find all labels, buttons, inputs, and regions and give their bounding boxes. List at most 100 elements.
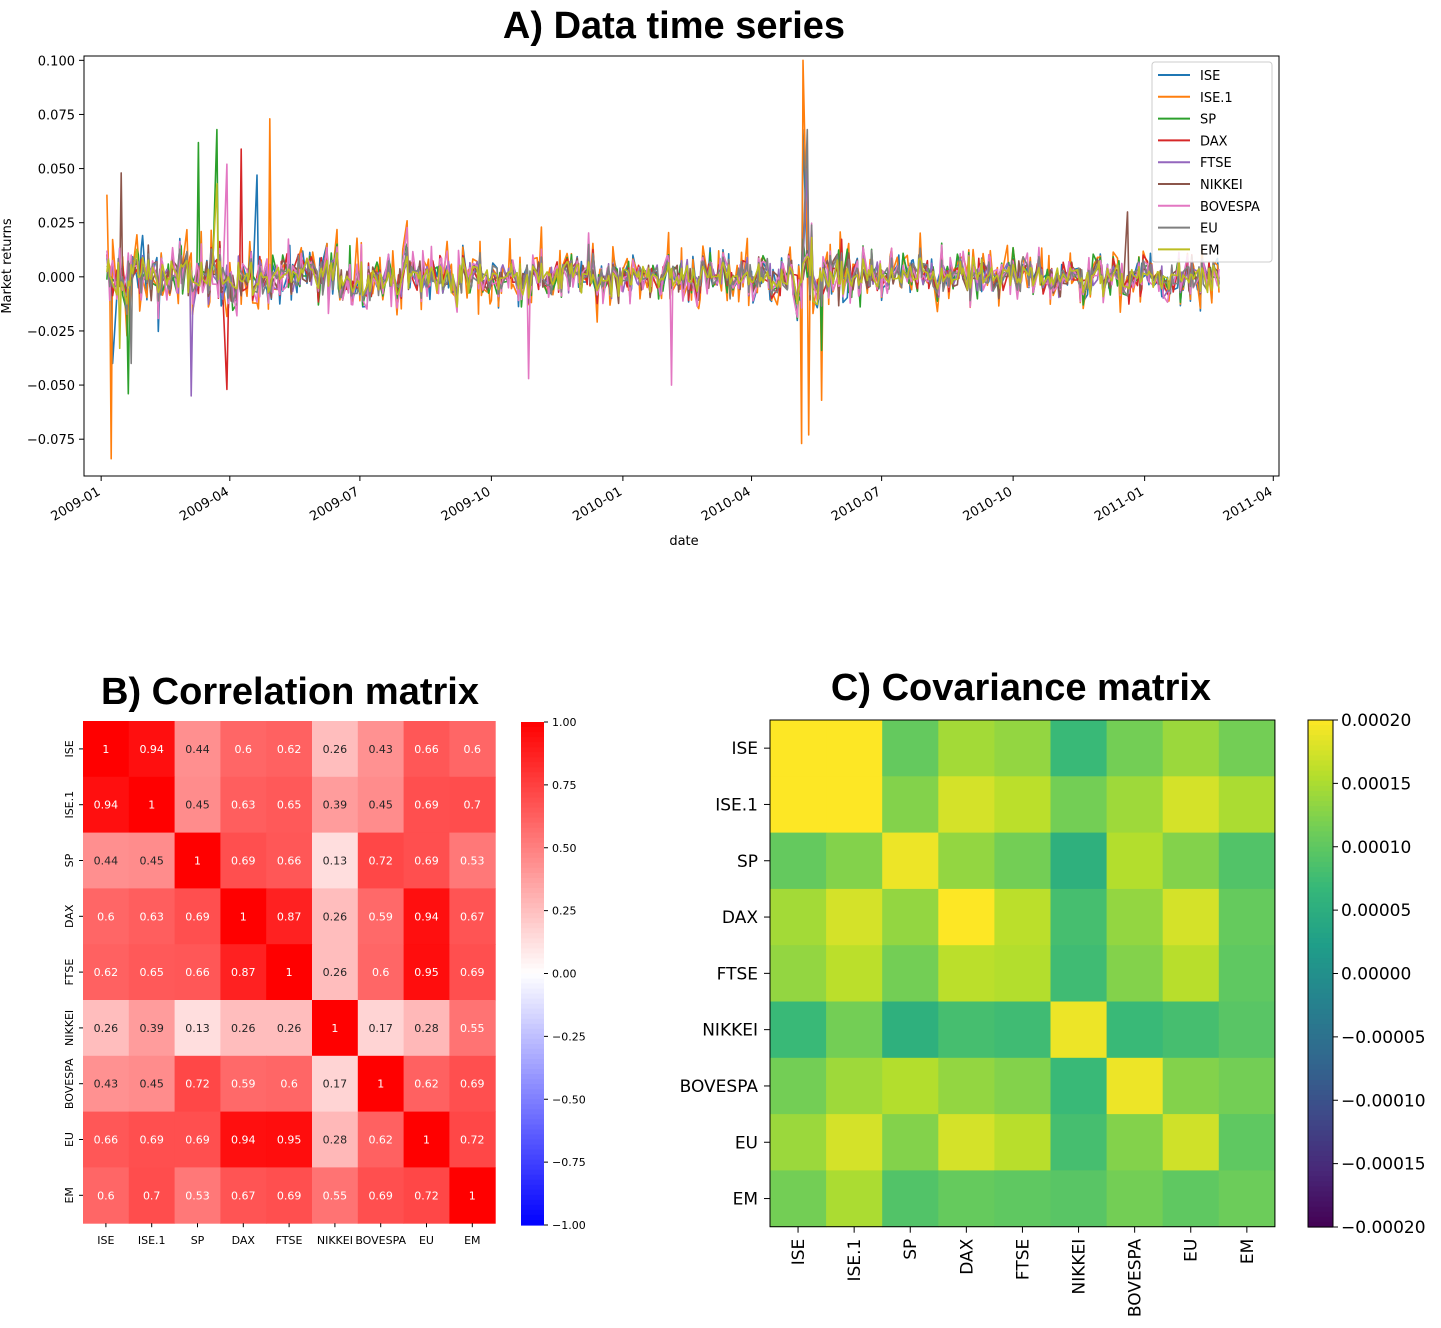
correlation-cell-value: 0.28: [414, 1022, 439, 1035]
covariance-cell: [770, 888, 827, 946]
correlation-cell-value: 0.6: [280, 1078, 298, 1091]
colorbar-segment: [1308, 1064, 1333, 1071]
colorbar-segment: [521, 933, 544, 939]
covariance-title: C) Covariance matrix: [831, 667, 1211, 709]
colorbar-segment: [1308, 1029, 1333, 1035]
colorbar-segment: [1308, 1206, 1333, 1213]
correlation-cell: [128, 944, 176, 1001]
colorbar-segment: [521, 1209, 544, 1216]
colorbar-segment: [1308, 1019, 1333, 1025]
colorbar-segment: [521, 827, 544, 834]
covariance-cell: [770, 1170, 827, 1228]
covariance-cell: [1218, 720, 1276, 777]
colorbar-segment: [521, 727, 544, 733]
correlation-cell: [312, 832, 359, 889]
colorbar-segment: [521, 1064, 544, 1070]
colorbar-segment: [521, 1099, 544, 1105]
colorbar-segment: [1308, 770, 1333, 777]
covariance-y-label: EM: [733, 1190, 758, 1210]
covariance-cell: [994, 1001, 1051, 1059]
covariance-cell: [938, 832, 995, 890]
colorbar-segment: [521, 923, 544, 929]
correlation-y-label: DAX: [63, 904, 76, 928]
correlation-cell: [220, 888, 267, 945]
correlation-cell-value: 0.39: [139, 1022, 164, 1035]
colorbar-tick-label: −0.75: [552, 1156, 586, 1169]
correlation-cell-value: 0.69: [185, 1134, 210, 1147]
correlation-cell: [128, 1055, 176, 1113]
covariance-y-label: FTSE: [717, 964, 758, 984]
colorbar-segment: [1308, 1171, 1333, 1177]
colorbar-tick-label: −0.50: [552, 1093, 586, 1106]
colorbar-segment: [1308, 816, 1333, 822]
colorbar-segment: [521, 852, 544, 859]
correlation-cell: [312, 776, 359, 834]
colorbar-segment: [1308, 755, 1333, 762]
legend-entry: NIKKEI: [1200, 178, 1243, 193]
colorbar-segment: [521, 1013, 544, 1020]
colorbar-segment: [521, 722, 544, 728]
correlation-cell-value: 0.6: [97, 1189, 115, 1202]
covariance-cell: [1106, 1001, 1164, 1059]
colorbar-segment: [1308, 917, 1333, 924]
colorbar-segment: [1308, 775, 1333, 782]
correlation-cell-value: 1: [469, 1189, 476, 1202]
colorbar-segment: [1308, 1186, 1333, 1193]
colorbar-segment: [521, 1028, 544, 1035]
covariance-cell: [1218, 776, 1276, 834]
covariance-cell: [770, 1057, 827, 1115]
colorbar-segment: [1308, 856, 1333, 863]
covariance-cell: [882, 1114, 939, 1171]
correlation-cell: [128, 1167, 176, 1224]
correlation-cell: [266, 1111, 313, 1168]
covariance-y-label: SP: [737, 852, 758, 872]
colorbar-segment: [521, 1154, 544, 1161]
colorbar-segment: [521, 978, 544, 985]
covariance-cell: [1162, 1170, 1220, 1228]
colorbar-segment: [521, 767, 544, 773]
correlation-cell-value: 0.43: [368, 743, 393, 756]
covariance-cell: [882, 1001, 939, 1059]
correlation-cell-value: 0.45: [368, 799, 393, 812]
correlation-cell-value: 0.72: [414, 1189, 439, 1202]
covariance-cell: [938, 1057, 995, 1115]
correlation-cell-value: 0.26: [277, 1022, 302, 1035]
correlation-cell: [174, 1111, 221, 1168]
colorbar-segment: [1308, 932, 1333, 939]
covariance-cell: [994, 720, 1051, 777]
colorbar-segment: [1308, 902, 1333, 909]
colorbar-segment: [521, 1048, 544, 1055]
colorbar-tick-label: 1.00: [552, 716, 577, 729]
time-series-y-axis: 0.100 0.075 0.050 0.025 0.000 −0.025 −0.050 −0.…: [27, 54, 84, 448]
correlation-cell: [449, 888, 496, 945]
correlation-cell: [403, 1167, 450, 1224]
correlation-cell: [220, 721, 267, 778]
colorbar-segment: [521, 943, 544, 949]
correlation-cell: [403, 1111, 450, 1168]
correlation-cell-value: 0.45: [139, 855, 164, 868]
correlation-cell: [357, 776, 405, 834]
colorbar-segment: [521, 747, 544, 753]
colorbar-segment: [1308, 1095, 1333, 1101]
correlation-cell: [449, 1167, 496, 1224]
colorbar-segment: [1308, 861, 1333, 868]
colorbar-segment: [1308, 1211, 1333, 1218]
x-tick-label: 2009-10: [439, 484, 494, 524]
correlation-cell: [403, 832, 450, 889]
y-tick-label: −0.075: [27, 433, 75, 448]
covariance-cell: [1162, 832, 1220, 890]
covariance-cell: [770, 1001, 827, 1059]
covariance-cell: [1218, 1057, 1276, 1115]
colorbar-segment: [1308, 1105, 1333, 1111]
correlation-cell-value: 0.72: [185, 1078, 210, 1091]
covariance-axis-labels: ISE ISE ISE.1 ISE.1 SP SP DAX DAX FTSE FTSE NIKKEI…: [680, 739, 1258, 1317]
correlation-cell: [174, 776, 221, 834]
covariance-x-label: ISE.1: [845, 1239, 865, 1282]
covariance-cell: [1050, 720, 1108, 777]
correlation-cell-value: 0.69: [460, 966, 485, 979]
colorbar-segment: [1308, 801, 1333, 807]
correlation-cell: [312, 1055, 359, 1113]
correlation-cell-value: 0.67: [460, 910, 485, 923]
correlation-cell-value: 0.69: [231, 855, 256, 868]
covariance-cell: [1050, 1170, 1108, 1228]
